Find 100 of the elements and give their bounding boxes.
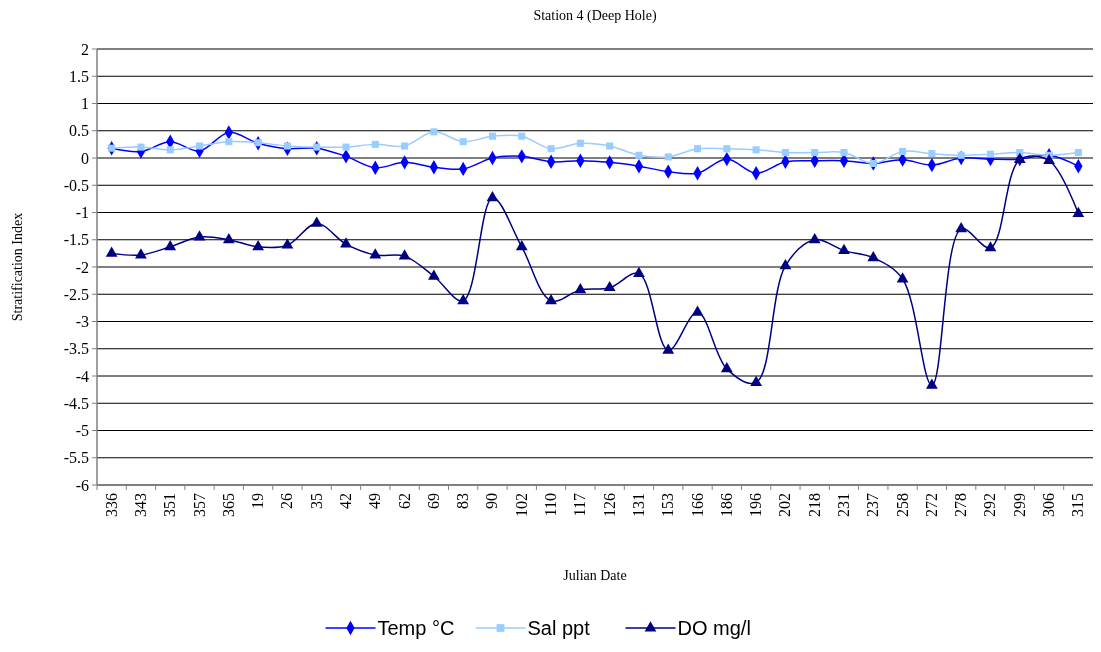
y-tick-label: -4 [75,367,89,385]
point [515,240,528,251]
y-tick-label: 1 [81,95,89,113]
y-tick-label: 0.5 [69,122,89,140]
point [342,143,350,151]
y-tick-label: -4.5 [63,394,89,412]
point [459,138,467,146]
x-tick-label: 90 [483,493,501,509]
y-tick-label: -2.5 [63,285,89,303]
x-tick-label: 218 [805,493,823,517]
point [603,280,616,292]
point [1043,153,1055,165]
point [574,283,587,294]
point [926,378,938,389]
point [957,151,965,159]
x-tick-label: 196 [747,493,765,517]
chart-title: Station 4 (Deep Hole) [533,8,657,24]
y-tick-label: -1.5 [63,231,89,249]
y-tick-label: -0.5 [63,176,89,194]
point [928,150,936,158]
point [398,249,411,260]
y-tick-label: -2 [75,258,89,276]
legend-label: Temp °C [377,617,455,639]
x-tick-label: 69 [424,493,442,509]
y-tick-label: -6 [75,476,89,494]
point [135,248,147,259]
x-tick-label: 278 [952,493,970,517]
legend-label: Sal ppt [527,617,591,639]
x-tick-label: 299 [1010,493,1028,517]
point [693,145,702,153]
point [808,232,821,244]
x-tick-label: 110 [542,493,560,517]
x-tick-label: 357 [190,493,208,517]
point [633,266,645,277]
point [486,190,499,202]
x-tick-label: 35 [307,493,325,509]
point [635,151,643,159]
y-tick-label: -3 [75,313,89,331]
point [811,149,819,157]
point [371,140,379,148]
point [723,145,731,153]
x-tick-label: 365 [219,493,237,517]
point [281,238,294,249]
point [691,305,704,316]
point [222,232,235,244]
x-tick-label: 117 [571,493,589,517]
point [545,293,557,305]
point [1072,206,1085,217]
point [518,132,526,140]
y-tick-label: -5.5 [63,449,89,467]
point [137,143,145,151]
x-tick-label: 62 [395,493,413,509]
point [867,250,880,262]
y-tick-label: -1 [75,204,89,222]
point [986,150,995,158]
x-tick-label: 19 [249,493,267,509]
legend-label: DO mg/l [677,617,751,639]
point [401,142,409,150]
point [664,153,672,161]
x-tick-label: 102 [512,493,530,517]
x-tick-label: 231 [835,493,852,517]
point [225,138,233,146]
x-tick-label: 306 [1040,493,1058,517]
point [195,142,204,150]
point [369,248,382,259]
point [166,146,174,154]
point [193,230,206,241]
y-tick-label: -3.5 [63,340,89,358]
y-tick-label: 0 [81,149,89,167]
point [105,246,118,257]
x-tick-label: 166 [688,493,706,517]
point [252,240,264,251]
point [720,362,733,373]
point [254,139,262,147]
point [1074,149,1082,157]
x-tick-label: 131 [629,493,647,517]
point [164,240,177,251]
x-tick-label: 315 [1069,493,1087,517]
x-tick-label: 292 [981,493,999,517]
point [428,269,440,280]
point [750,375,762,386]
point [840,149,848,157]
x-tick-label: 202 [776,493,794,517]
point [781,149,789,157]
point [340,237,352,248]
x-tick-label: 126 [600,493,618,517]
x-tick-label: 351 [161,493,179,517]
y-tick-label: 2 [81,40,89,58]
x-tick-label: 258 [893,493,911,517]
point [662,343,675,354]
point [955,222,968,233]
y-axis-title: Stratification Index [10,212,25,322]
point [899,147,907,155]
x-tick-label: 336 [102,493,120,517]
point [488,132,497,140]
point [779,259,792,270]
x-tick-label: 83 [454,493,472,509]
point [838,243,850,255]
point [896,272,909,283]
point [430,128,438,136]
